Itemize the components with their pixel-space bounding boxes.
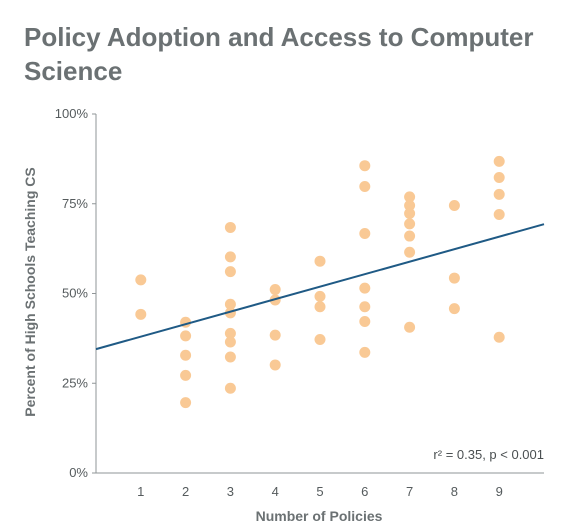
trendline <box>95 223 545 351</box>
data-point <box>269 359 281 371</box>
data-points <box>135 155 505 409</box>
y-axis-title: Percent of High Schools Teaching CS <box>22 167 38 416</box>
x-tick-label: 9 <box>496 484 503 499</box>
data-point <box>404 321 416 333</box>
data-point <box>180 369 192 381</box>
data-point <box>224 382 236 394</box>
y-tick-label: 75% <box>62 196 88 211</box>
data-point <box>359 160 371 172</box>
data-point <box>404 230 416 242</box>
data-point <box>314 255 326 267</box>
data-point <box>493 188 505 200</box>
y-tick-label: 100% <box>55 106 89 121</box>
data-point <box>493 331 505 343</box>
data-point <box>448 272 460 284</box>
data-point <box>314 301 326 313</box>
data-point <box>135 308 147 320</box>
data-point <box>224 221 236 233</box>
x-tick-label: 4 <box>272 484 279 499</box>
data-point <box>448 200 460 212</box>
data-point <box>269 329 281 341</box>
chart-title: Policy Adoption and Access to Computer S… <box>24 22 534 86</box>
x-tick-label: 5 <box>316 484 323 499</box>
data-point <box>359 316 371 328</box>
data-point <box>314 290 326 302</box>
x-tick-label: 2 <box>182 484 189 499</box>
data-point <box>359 181 371 193</box>
x-tick-label: 8 <box>451 484 458 499</box>
data-point <box>404 218 416 230</box>
data-point <box>493 209 505 221</box>
data-point <box>493 155 505 167</box>
data-point <box>359 301 371 313</box>
data-point <box>404 191 416 203</box>
trendline-group <box>95 223 545 351</box>
data-point <box>493 172 505 184</box>
data-point <box>404 207 416 219</box>
data-point <box>224 266 236 278</box>
data-point <box>180 330 192 342</box>
data-point <box>180 349 192 361</box>
data-point <box>404 200 416 212</box>
data-point <box>269 284 281 296</box>
x-tick-label: 1 <box>137 484 144 499</box>
data-point <box>224 351 236 363</box>
data-point <box>224 298 236 310</box>
x-axis-title: Number of Policies <box>256 508 383 524</box>
y-tick-label: 50% <box>62 286 88 301</box>
data-point <box>314 333 326 345</box>
data-point <box>359 282 371 294</box>
axis-labels: 0% 25% 50% 75% 100% 1 2 3 4 5 6 7 8 9 <box>55 106 503 499</box>
x-tick-label: 6 <box>361 484 368 499</box>
y-tick-label: 25% <box>62 375 88 390</box>
data-point <box>180 397 192 409</box>
data-point <box>359 228 371 240</box>
x-tick-label: 7 <box>406 484 413 499</box>
data-point <box>224 251 236 263</box>
stats-annotation: r² = 0.35, p < 0.001 <box>433 447 544 462</box>
axes <box>92 113 544 474</box>
data-point <box>359 346 371 358</box>
data-point <box>135 274 147 286</box>
data-point <box>448 303 460 315</box>
data-point <box>224 327 236 339</box>
data-point <box>404 246 416 258</box>
x-tick-label: 3 <box>227 484 234 499</box>
data-point <box>224 336 236 348</box>
y-tick-label: 0% <box>69 465 88 480</box>
